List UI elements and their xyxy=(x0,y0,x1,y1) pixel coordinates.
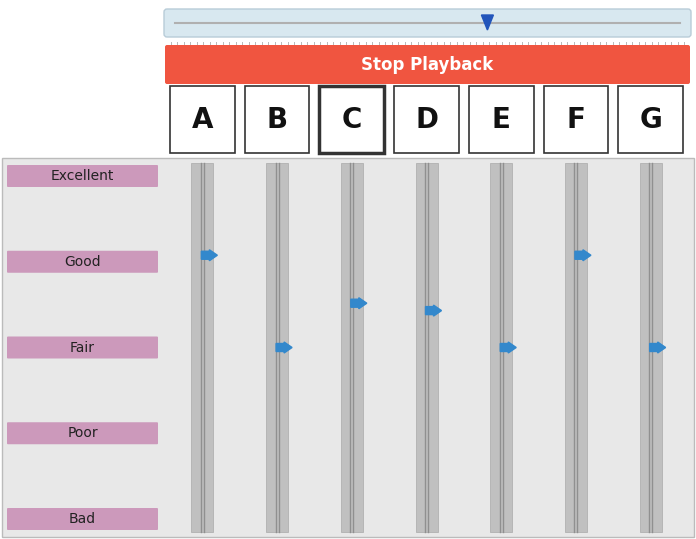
FancyArrow shape xyxy=(649,342,665,353)
Text: Fair: Fair xyxy=(70,341,95,355)
FancyBboxPatch shape xyxy=(245,86,310,153)
FancyArrow shape xyxy=(425,305,441,316)
FancyBboxPatch shape xyxy=(165,45,690,84)
Bar xyxy=(266,163,288,532)
Polygon shape xyxy=(482,15,493,30)
FancyBboxPatch shape xyxy=(7,336,158,358)
FancyBboxPatch shape xyxy=(7,508,158,530)
FancyBboxPatch shape xyxy=(7,422,158,444)
FancyBboxPatch shape xyxy=(618,86,683,153)
FancyBboxPatch shape xyxy=(164,9,691,37)
Text: D: D xyxy=(415,106,438,134)
Text: Stop Playback: Stop Playback xyxy=(361,56,493,73)
Bar xyxy=(565,163,587,532)
Bar xyxy=(416,163,438,532)
FancyArrow shape xyxy=(201,250,217,261)
Text: Excellent: Excellent xyxy=(51,169,114,183)
FancyBboxPatch shape xyxy=(319,86,384,153)
Text: Good: Good xyxy=(64,255,101,269)
Bar xyxy=(490,163,512,532)
FancyBboxPatch shape xyxy=(544,86,608,153)
FancyArrow shape xyxy=(276,342,292,353)
Text: A: A xyxy=(191,106,213,134)
Text: Poor: Poor xyxy=(68,426,98,440)
FancyBboxPatch shape xyxy=(469,86,534,153)
Text: E: E xyxy=(492,106,511,134)
FancyBboxPatch shape xyxy=(394,86,459,153)
Text: G: G xyxy=(639,106,662,134)
Bar xyxy=(2,158,694,537)
FancyArrow shape xyxy=(575,250,591,261)
Text: F: F xyxy=(567,106,585,134)
FancyBboxPatch shape xyxy=(7,165,158,187)
FancyBboxPatch shape xyxy=(170,86,235,153)
FancyArrow shape xyxy=(500,342,516,353)
Bar xyxy=(191,163,214,532)
FancyBboxPatch shape xyxy=(7,251,158,273)
Text: C: C xyxy=(342,106,362,134)
FancyArrow shape xyxy=(351,298,367,309)
Bar xyxy=(640,163,662,532)
Text: B: B xyxy=(267,106,287,134)
Text: Bad: Bad xyxy=(69,512,96,526)
Bar xyxy=(341,163,363,532)
